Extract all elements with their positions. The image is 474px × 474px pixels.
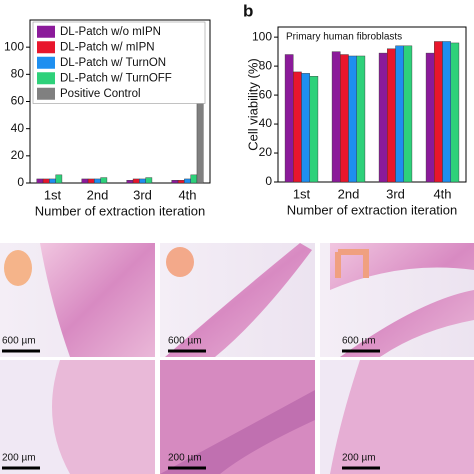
scale-label: 600 µm xyxy=(2,336,36,347)
x-tick-label: 2nd xyxy=(87,187,109,202)
bar xyxy=(403,45,413,183)
organ-icon xyxy=(4,250,32,286)
legend-label: Positive Control xyxy=(60,88,141,100)
bar xyxy=(378,52,388,183)
x-tick-label: 3rd xyxy=(133,187,152,202)
legend-swatch xyxy=(37,87,55,100)
bar xyxy=(36,178,44,184)
x-axis-label: Number of extraction iteration xyxy=(287,202,458,217)
bar xyxy=(171,180,179,184)
x-tick-label: 4th xyxy=(433,186,451,201)
bar xyxy=(145,177,153,184)
y-tick-label: 20 xyxy=(11,148,25,162)
panel-label: b xyxy=(243,1,253,20)
bar xyxy=(340,54,349,183)
bar xyxy=(309,76,319,183)
bar xyxy=(395,45,404,183)
y-tick-label: 80 xyxy=(11,67,25,81)
bar xyxy=(177,180,185,184)
x-tick-label: 4th xyxy=(178,187,196,202)
bar xyxy=(42,178,50,184)
y-tick-label: 0 xyxy=(17,175,24,189)
y-tick-label: 80 xyxy=(259,58,273,72)
bar xyxy=(442,41,451,183)
legend-box xyxy=(32,21,206,104)
scale-label: 200 µm xyxy=(168,453,202,464)
bar xyxy=(284,54,294,183)
bar xyxy=(450,42,460,183)
bar xyxy=(184,178,191,184)
legend-label: DL-Patch w/o mIPN xyxy=(60,26,161,38)
y-axis-label: Cell viability (%) xyxy=(245,58,260,150)
y-tick-label: 20 xyxy=(259,145,273,159)
legend-label: DL-Patch w/ TurnON xyxy=(60,57,166,69)
x-tick-label: 1st xyxy=(44,187,62,202)
y-tick-label: 100 xyxy=(252,29,272,43)
organ-icon xyxy=(335,249,369,278)
bar xyxy=(425,52,435,183)
tissue xyxy=(0,360,70,474)
legend-swatch xyxy=(37,72,55,85)
bar xyxy=(55,174,63,184)
y-tick-label: 60 xyxy=(259,87,273,101)
bar xyxy=(348,55,357,183)
bar xyxy=(81,178,89,184)
y-tick-label: 40 xyxy=(259,116,273,130)
bar xyxy=(139,178,146,184)
y-tick-label: 100 xyxy=(4,39,24,53)
bar xyxy=(434,41,443,183)
x-tick-label: 2nd xyxy=(338,186,360,201)
tissue xyxy=(320,360,360,474)
y-tick-label: 60 xyxy=(11,94,25,108)
bar xyxy=(100,177,108,184)
tissue xyxy=(40,243,155,357)
legend-label: DL-Patch w/ mIPN xyxy=(60,41,155,53)
y-tick-label: 40 xyxy=(11,121,25,135)
bar xyxy=(49,178,56,184)
plot-frame xyxy=(277,26,467,183)
bar xyxy=(293,71,302,183)
y-tick-label: 0 xyxy=(265,174,272,188)
bar xyxy=(331,51,341,183)
legend-label: DL-Patch w/ TurnOFF xyxy=(60,72,172,84)
bar xyxy=(190,174,198,184)
bar xyxy=(301,73,310,183)
organ-icon xyxy=(166,247,194,277)
bar xyxy=(387,48,396,183)
scale-label: 200 µm xyxy=(2,453,36,464)
bar xyxy=(126,180,134,184)
bar xyxy=(356,55,366,183)
bar xyxy=(132,178,140,184)
bar xyxy=(94,178,101,184)
tissue xyxy=(160,390,315,474)
x-tick-label: 1st xyxy=(293,186,311,201)
scale-label: 200 µm xyxy=(342,453,376,464)
legend-swatch xyxy=(37,25,55,38)
legend-swatch xyxy=(37,56,55,69)
bar xyxy=(87,178,95,184)
scale-label: 600 µm xyxy=(342,336,376,347)
tissue xyxy=(165,243,312,357)
x-axis-label: Number of extraction iteration xyxy=(35,203,206,218)
scale-label: 600 µm xyxy=(168,336,202,347)
histology-panels: 600 µm 600 µm 600 µm 200 µm 200 µm 200 µ… xyxy=(0,243,474,474)
legend-swatch xyxy=(37,41,55,54)
chart-title: Primary human fibroblasts xyxy=(286,32,402,43)
x-tick-label: 3rd xyxy=(386,186,405,201)
